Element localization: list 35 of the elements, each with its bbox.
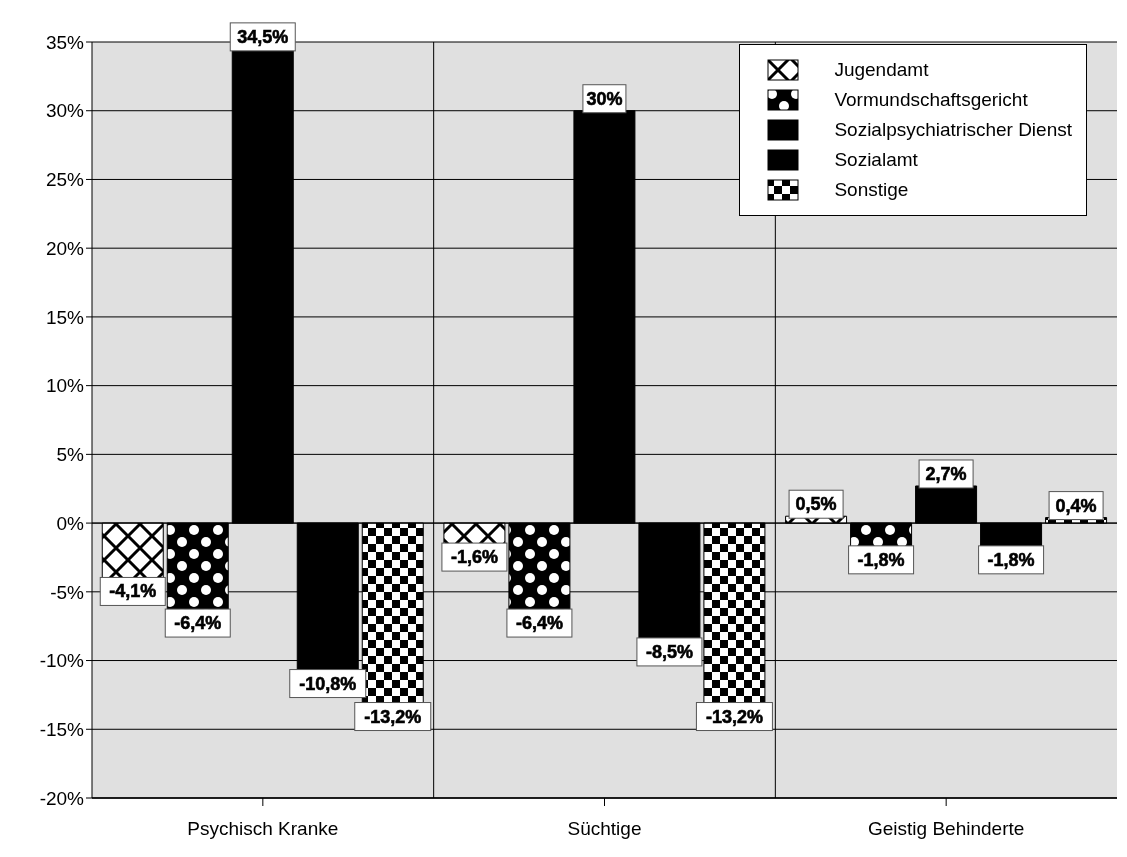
y-tick-label: 20%	[45, 237, 85, 259]
y-tick-label: 30%	[45, 100, 85, 122]
y-tick-label: -5%	[50, 581, 85, 603]
y-tick-label: 25%	[45, 169, 85, 191]
y-tick-label: -15%	[39, 719, 85, 741]
data-label: -13,2%	[705, 706, 763, 727]
legend-label: Jugendamt	[834, 59, 929, 81]
y-tick-label: -10%	[39, 650, 85, 672]
y-tick-label: 0%	[56, 512, 85, 534]
x-tick-label: Psychisch Kranke	[187, 818, 339, 840]
data-label: 34,5%	[237, 26, 289, 47]
y-tick-label: 5%	[56, 444, 85, 466]
y-tick-label: 15%	[45, 306, 85, 328]
data-label: 0,5%	[795, 494, 837, 515]
data-label: -4,1%	[109, 581, 157, 602]
legend-label: Vormundschaftsgericht	[834, 89, 1028, 111]
data-label: 30%	[586, 88, 623, 109]
data-label: 0,4%	[1055, 495, 1097, 516]
y-tick-label: -20%	[39, 787, 85, 809]
data-label: -6,4%	[515, 613, 563, 634]
x-tick-label: Süchtige	[567, 818, 642, 840]
data-label: -13,2%	[364, 706, 422, 727]
data-label: -1,6%	[450, 547, 498, 568]
x-tick-label: Geistig Behinderte	[868, 818, 1025, 840]
data-label: -10,8%	[299, 673, 357, 694]
y-tick-label: 10%	[45, 375, 85, 397]
data-label: -8,5%	[645, 641, 693, 662]
legend-label: Sozialpsychiatrischer Dienst	[834, 119, 1072, 141]
data-label: -1,8%	[857, 549, 905, 570]
data-label: -1,8%	[987, 549, 1035, 570]
data-label: -6,4%	[174, 613, 222, 634]
legend-label: Sonstige	[834, 179, 909, 201]
legend-label: Sozialamt	[834, 149, 918, 171]
y-tick-label: 35%	[45, 31, 85, 53]
data-label: 2,7%	[925, 463, 967, 484]
